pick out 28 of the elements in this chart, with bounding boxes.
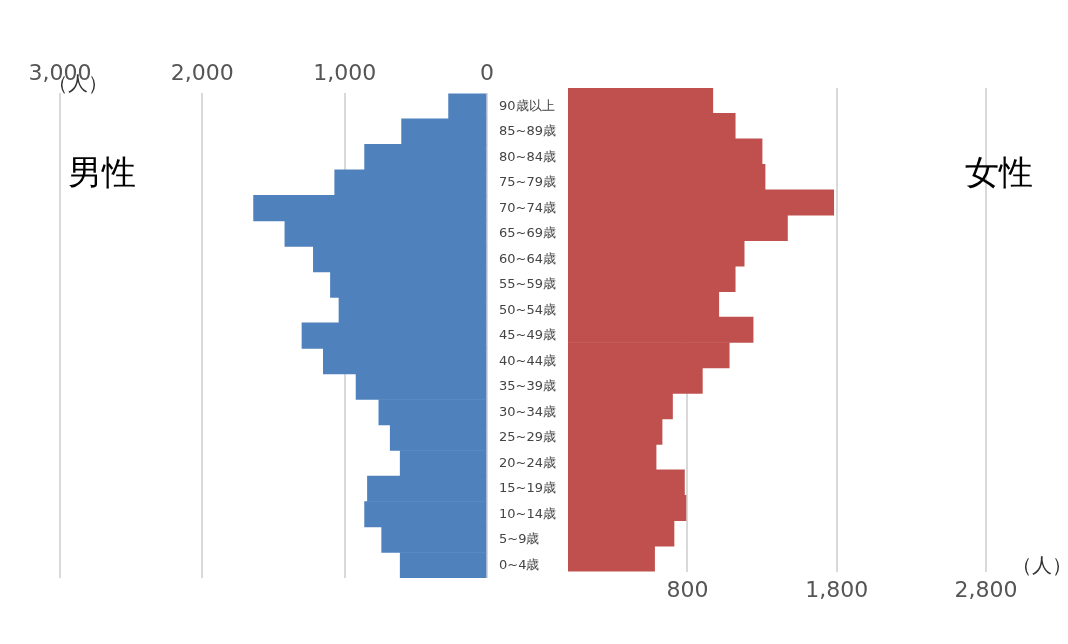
y-tick-label: 80~84歳 <box>499 148 557 164</box>
y-tick-label: 35~39歳 <box>499 378 557 394</box>
y-tick-label: 0~4歳 <box>499 556 540 572</box>
y-tick-label: 60~64歳 <box>499 250 557 266</box>
y-tick-label: 20~24歳 <box>499 454 557 470</box>
y-tick-label: 75~79歳 <box>499 174 557 190</box>
x-tick-label: 2,800 <box>954 576 1018 602</box>
y-tick-label: 45~49歳 <box>499 327 557 343</box>
y-tick-label: 90歳以上 <box>499 97 555 113</box>
y-tick-label: 50~54歳 <box>499 301 557 317</box>
y-tick-label: 15~19歳 <box>499 480 557 496</box>
x-tick-label: 2,000 <box>170 59 234 85</box>
y-tick-label: 85~89歳 <box>499 123 557 139</box>
y-tick-label: 65~69歳 <box>499 225 557 241</box>
x-tick-label: 1,800 <box>805 576 869 602</box>
y-tick-label: 40~44歳 <box>499 352 557 368</box>
x-axis-title: （人） <box>1012 552 1068 579</box>
y-tick-label: 55~59歳 <box>499 276 557 292</box>
y-tick-label: 10~14歳 <box>499 505 557 521</box>
text: 男性 <box>68 151 136 194</box>
x-tick-label: 0 <box>480 59 495 85</box>
y-tick-label: 5~9歳 <box>499 531 540 547</box>
x-tick-label: 800 <box>666 576 709 602</box>
text: 女性 <box>965 151 1033 194</box>
y-tick-label: 70~74歳 <box>499 199 557 215</box>
x-tick-label: 1,000 <box>313 59 377 85</box>
y-tick-label: 25~29歳 <box>499 429 557 445</box>
y-tick-label: 30~34歳 <box>499 403 557 419</box>
